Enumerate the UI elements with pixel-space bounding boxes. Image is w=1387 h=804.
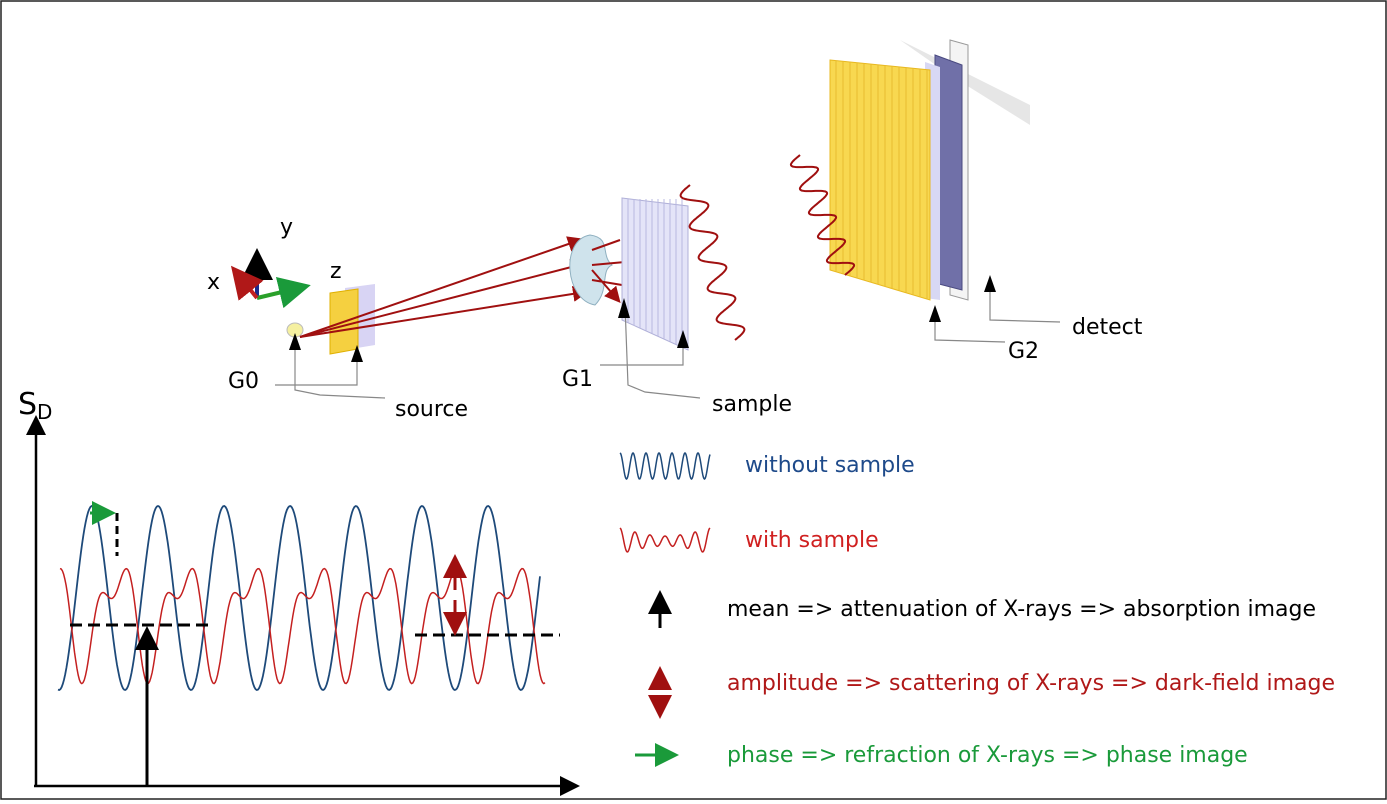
legend-text: amplitude => scattering of X-rays => dar… xyxy=(727,671,1335,696)
legend-icons xyxy=(635,590,679,767)
label: G2 xyxy=(1008,339,1039,364)
legend-text: with sample xyxy=(745,528,879,553)
pointers xyxy=(289,275,996,362)
leaders xyxy=(275,285,1061,399)
axis-label: y xyxy=(280,215,293,240)
detector xyxy=(829,39,1030,301)
ylabel-sub: D xyxy=(37,400,52,424)
label: G1 xyxy=(562,367,593,392)
axis-label: x xyxy=(207,270,220,295)
beam xyxy=(299,236,589,338)
signal-without-sample xyxy=(57,504,541,692)
wave xyxy=(679,184,746,341)
g1-grating xyxy=(621,197,689,351)
wave xyxy=(789,154,856,276)
plot-ylabel: SD xyxy=(18,387,52,424)
label: source xyxy=(395,397,468,422)
legend-icon xyxy=(619,527,711,553)
label: sample xyxy=(712,392,792,417)
axes-icon xyxy=(230,248,311,309)
plot-axes xyxy=(26,415,580,796)
ylabel: S xyxy=(18,387,37,422)
signal-with-sample xyxy=(59,567,546,685)
legend-icon xyxy=(619,452,711,480)
legend-text: phase => refraction of X-rays => phase i… xyxy=(727,743,1248,768)
plot-markers xyxy=(70,501,560,786)
sample-object xyxy=(569,234,625,305)
label: G0 xyxy=(228,369,259,394)
g0-grating xyxy=(286,284,375,355)
axis-label: z xyxy=(330,259,342,284)
legend-text: without sample xyxy=(745,453,915,478)
legend-text: mean => attenuation of X-rays => absorpt… xyxy=(727,597,1316,622)
label: detect xyxy=(1072,315,1143,340)
